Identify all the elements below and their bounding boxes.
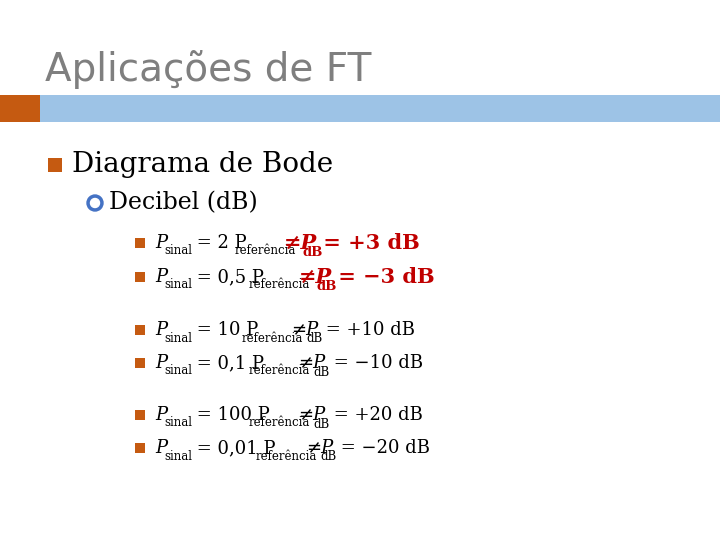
Text: = +3 dB: = +3 dB: [316, 233, 420, 253]
Text: = 10 P: = 10 P: [191, 321, 258, 339]
Text: P: P: [155, 268, 167, 286]
Text: = −10 dB: = −10 dB: [328, 354, 423, 372]
Text: dB: dB: [317, 280, 337, 293]
Text: ≠P: ≠P: [299, 354, 326, 372]
Text: dB: dB: [314, 417, 330, 430]
Text: referência: referência: [248, 279, 310, 292]
Text: referência: referência: [248, 364, 310, 377]
Text: Aplicações de FT: Aplicações de FT: [45, 50, 372, 89]
Text: ≠P: ≠P: [299, 406, 326, 424]
Bar: [135, 272, 145, 282]
Text: sinal: sinal: [164, 364, 192, 377]
Text: sinal: sinal: [164, 332, 192, 345]
Text: referência: referência: [234, 245, 296, 258]
Text: referência: referência: [256, 449, 318, 462]
Text: dB: dB: [314, 366, 330, 379]
Text: dB: dB: [321, 450, 337, 463]
Text: = −3 dB: = −3 dB: [330, 267, 434, 287]
Text: dB: dB: [302, 246, 323, 259]
Bar: [48, 158, 62, 172]
Text: = 0,1 P: = 0,1 P: [191, 354, 264, 372]
Text: sinal: sinal: [164, 449, 192, 462]
Polygon shape: [0, 95, 40, 122]
Text: ≠P: ≠P: [292, 321, 319, 339]
Text: = 2 P: = 2 P: [191, 234, 247, 252]
Bar: [135, 358, 145, 368]
Text: Decibel (dB): Decibel (dB): [109, 192, 258, 214]
Text: dB: dB: [307, 333, 323, 346]
Bar: [135, 410, 145, 420]
Text: P: P: [155, 354, 167, 372]
Text: Diagrama de Bode: Diagrama de Bode: [72, 152, 333, 179]
Text: = +20 dB: = +20 dB: [328, 406, 423, 424]
Circle shape: [87, 195, 103, 211]
Text: sinal: sinal: [164, 279, 192, 292]
Text: sinal: sinal: [164, 245, 192, 258]
Polygon shape: [0, 95, 720, 122]
Text: P: P: [155, 234, 167, 252]
Text: = 0,01 P: = 0,01 P: [191, 439, 276, 457]
Text: = 100 P: = 100 P: [191, 406, 270, 424]
Circle shape: [91, 199, 99, 207]
Text: referência: referência: [241, 332, 303, 345]
Text: sinal: sinal: [164, 416, 192, 429]
Text: referência: referência: [248, 416, 310, 429]
Text: ≠P: ≠P: [306, 439, 333, 457]
Text: P: P: [155, 439, 167, 457]
Bar: [135, 238, 145, 248]
Text: P: P: [155, 321, 167, 339]
Text: = 0,5 P: = 0,5 P: [191, 268, 264, 286]
Bar: [135, 443, 145, 453]
Text: P: P: [155, 406, 167, 424]
Text: = +10 dB: = +10 dB: [320, 321, 415, 339]
Text: = −20 dB: = −20 dB: [335, 439, 430, 457]
Bar: [135, 325, 145, 335]
Text: ≠P: ≠P: [284, 233, 318, 253]
Text: ≠P: ≠P: [299, 267, 332, 287]
